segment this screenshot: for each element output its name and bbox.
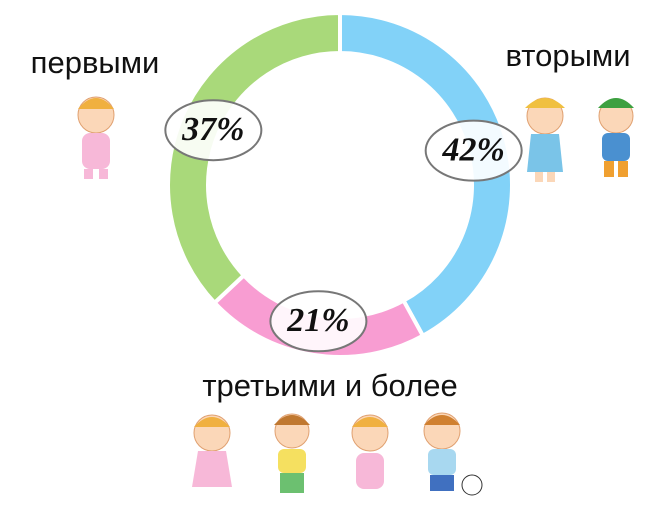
decorations [78,97,634,495]
category-label: вторыми [505,38,630,73]
kid-icon [192,415,232,487]
category-label: третьими и более [202,368,457,403]
kid-icon [78,97,114,179]
category-label: первыми [31,45,160,80]
kid-icon [598,98,634,177]
value-label: 42% [442,131,505,168]
chart: 42% 21% 37% вторыми третьими и более первыми [0,0,652,510]
kid-icon [274,414,310,493]
value-label: 37% [181,111,244,148]
value-label: 21% [286,302,349,339]
kid-icon [424,413,482,495]
kid-icon [525,98,565,182]
kid-icon [352,415,388,489]
